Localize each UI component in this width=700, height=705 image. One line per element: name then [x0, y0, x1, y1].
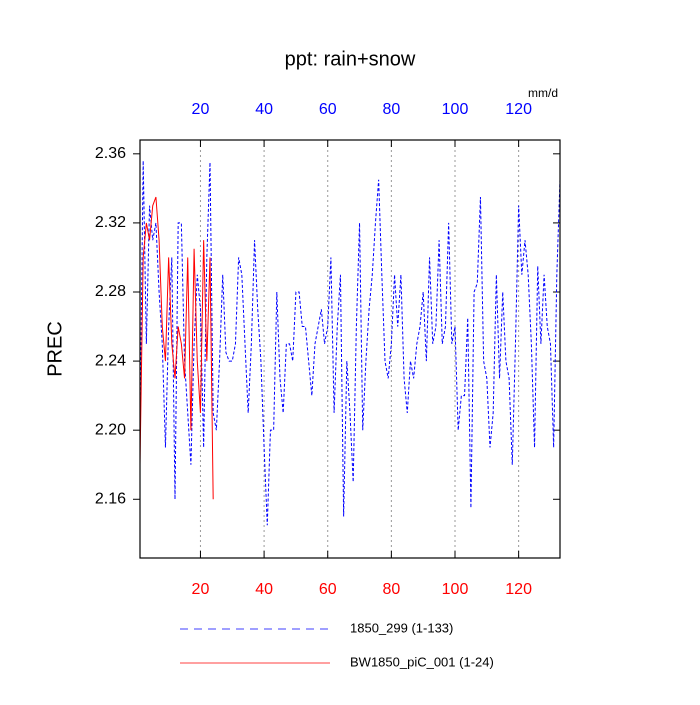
x-tick-label: 80	[382, 581, 400, 598]
y-tick-label: 2.16	[95, 490, 126, 507]
x-tick-label: 60	[319, 581, 337, 598]
series-line	[139, 160, 561, 526]
series-line	[139, 196, 214, 500]
x-tick-label: 20	[192, 581, 210, 598]
y-tick-label: 2.36	[95, 145, 126, 162]
y-axis-label: PREC	[44, 321, 66, 377]
x-tick-label: 120	[505, 581, 532, 598]
x2-axis-label: mm/d	[528, 86, 558, 100]
x2-tick-label: 40	[255, 101, 273, 118]
legend-label: 1850_299 (1-133)	[350, 620, 453, 635]
y-tick-label: 2.24	[95, 352, 126, 369]
x2-tick-label: 20	[192, 101, 210, 118]
x-tick-label: 40	[255, 581, 273, 598]
x2-tick-label: 80	[382, 101, 400, 118]
y-tick-label: 2.28	[95, 283, 126, 300]
legend-label: BW1850_piC_001 (1-24)	[350, 654, 494, 669]
y-tick-label: 2.32	[95, 214, 126, 231]
x2-tick-label: 100	[442, 101, 469, 118]
x2-tick-label: 120	[505, 101, 532, 118]
y-tick-label: 2.20	[95, 421, 126, 438]
x-tick-label: 100	[442, 581, 469, 598]
x2-tick-label: 60	[319, 101, 337, 118]
plot-frame	[139, 139, 561, 559]
chart-title: ppt: rain+snow	[285, 48, 416, 70]
